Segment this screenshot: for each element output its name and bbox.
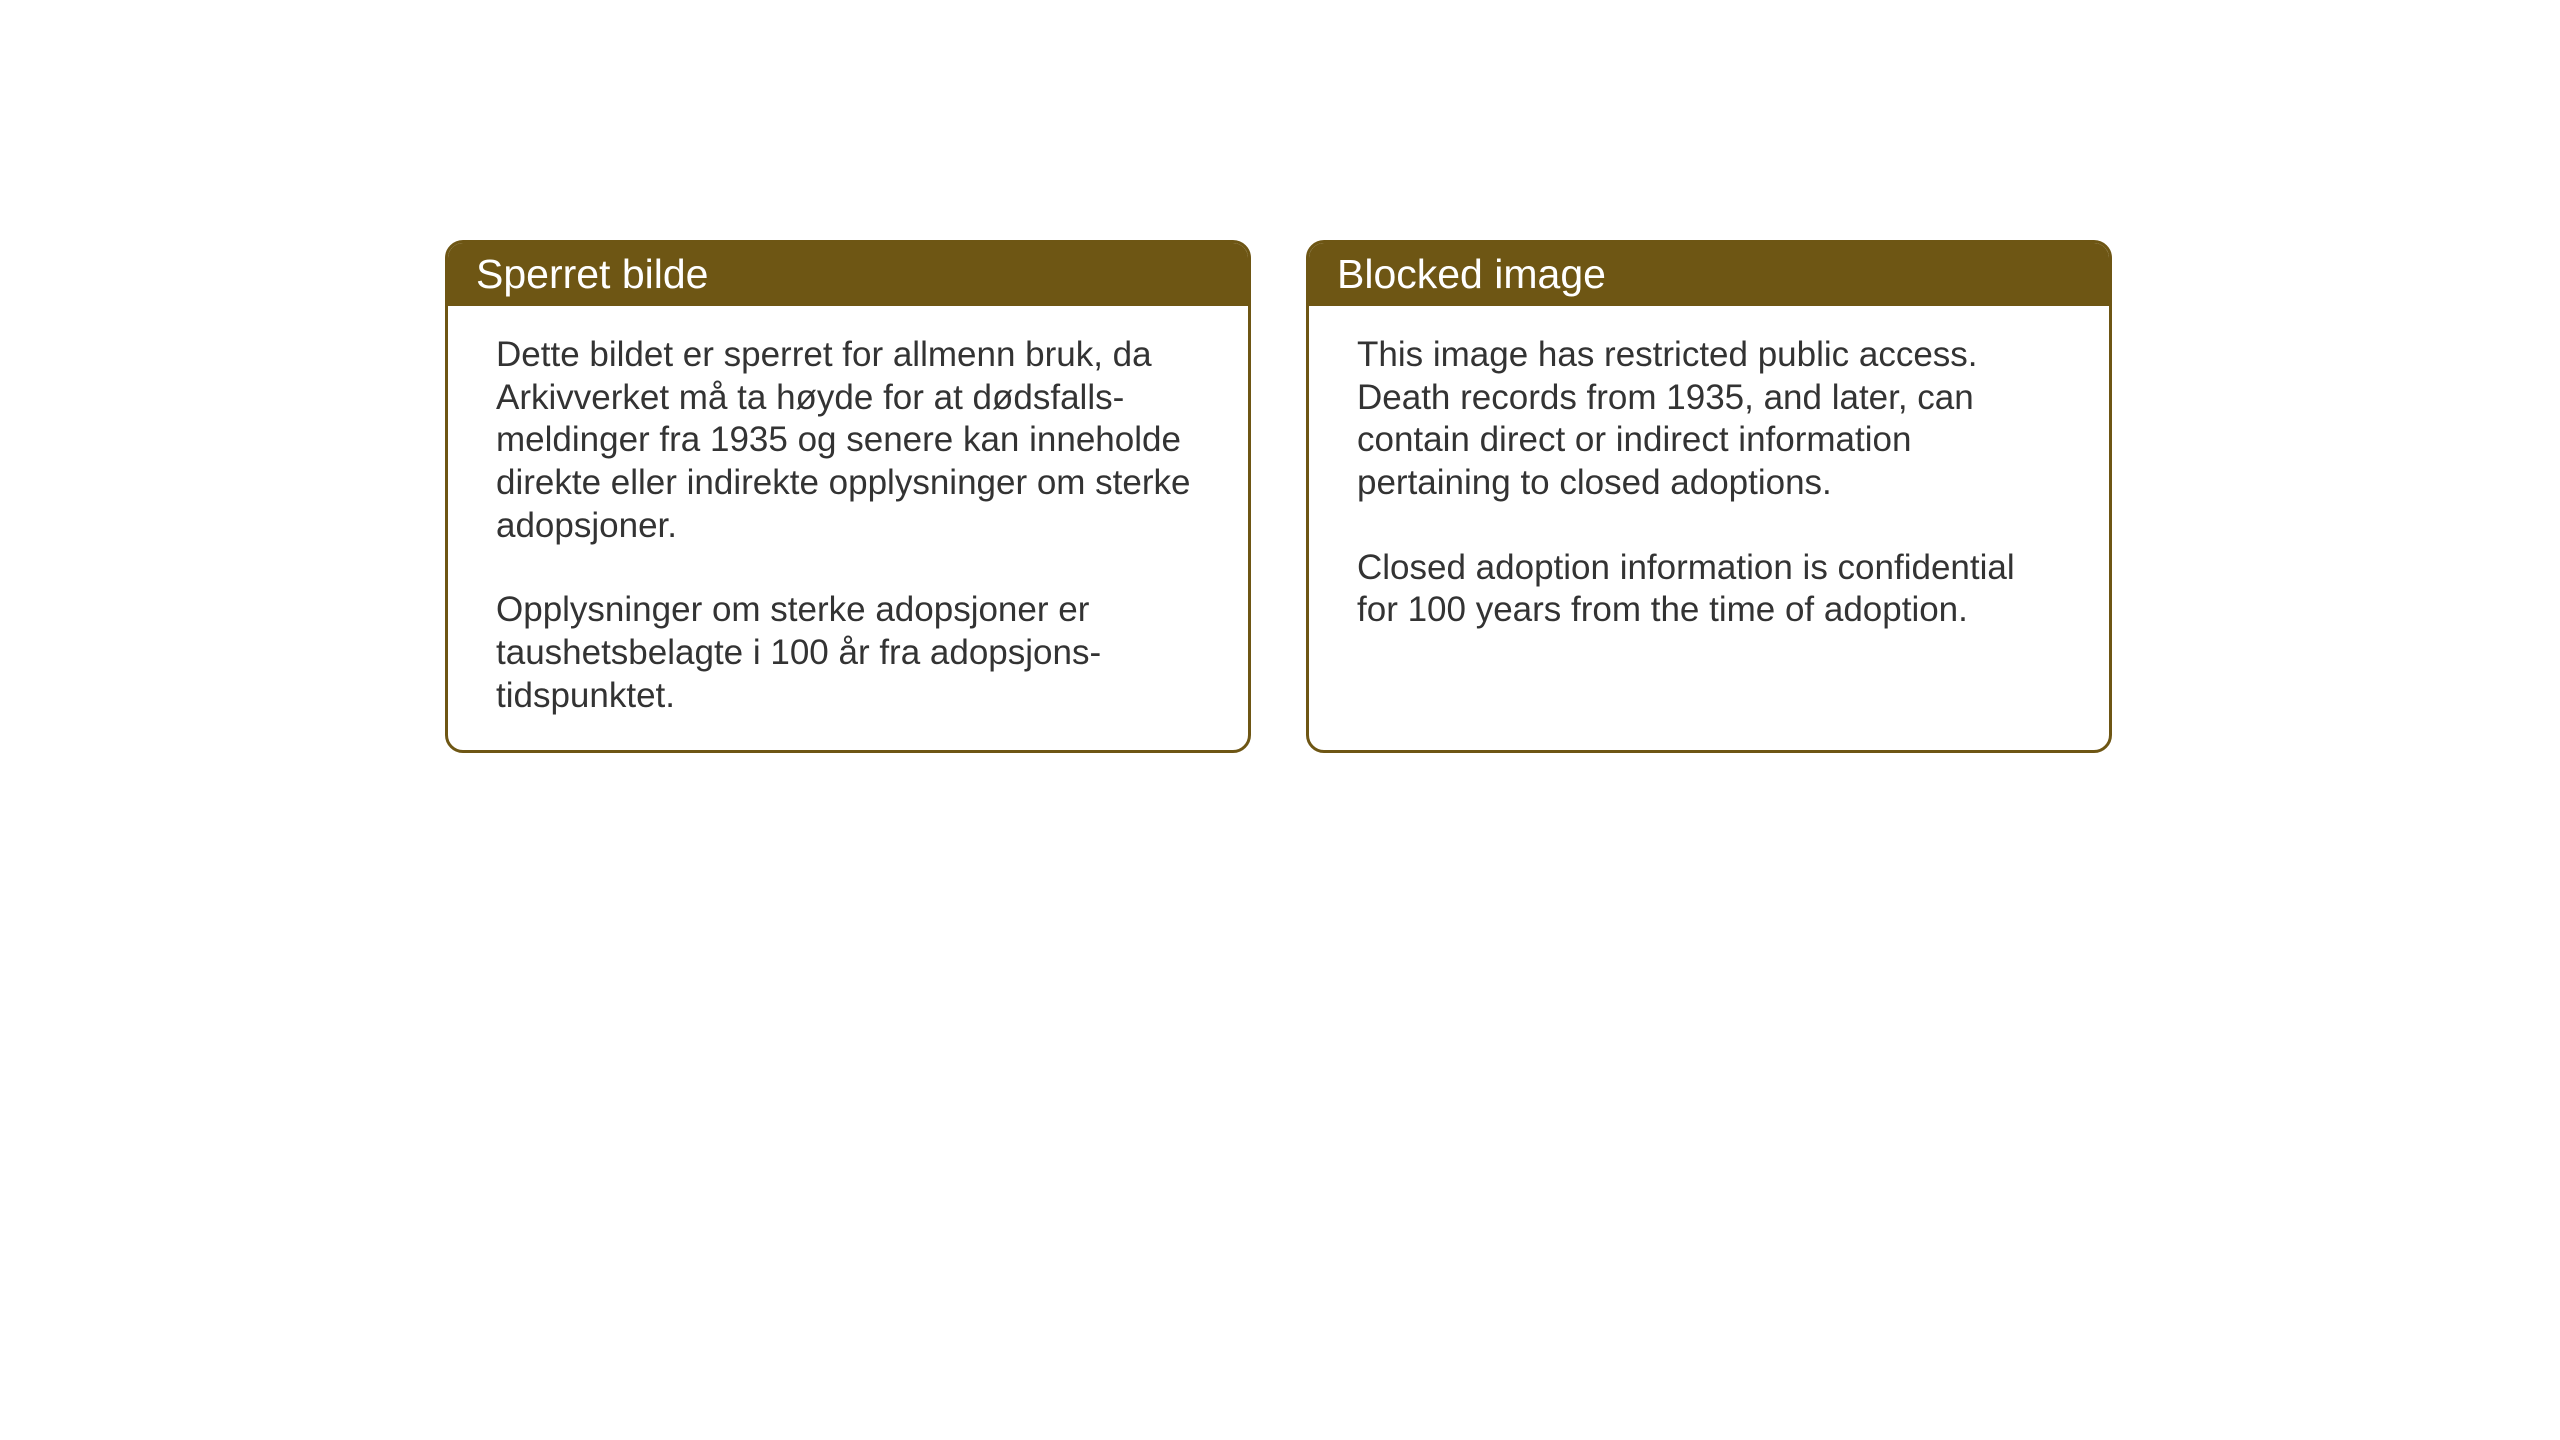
card-paragraph-2-norwegian: Opplysninger om sterke adopsjoner er tau… [496,589,1200,717]
card-english: Blocked image This image has restricted … [1306,240,2112,753]
card-header-norwegian: Sperret bilde [448,243,1248,306]
card-paragraph-1-norwegian: Dette bildet er sperret for allmenn bruk… [496,334,1200,547]
card-norwegian: Sperret bilde Dette bildet er sperret fo… [445,240,1251,753]
card-header-english: Blocked image [1309,243,2109,306]
card-paragraph-2-english: Closed adoption information is confident… [1357,547,2061,632]
cards-container: Sperret bilde Dette bildet er sperret fo… [445,240,2112,753]
card-body-norwegian: Dette bildet er sperret for allmenn bruk… [448,306,1248,750]
card-body-english: This image has restricted public access.… [1309,306,2109,696]
card-paragraph-1-english: This image has restricted public access.… [1357,334,2061,505]
